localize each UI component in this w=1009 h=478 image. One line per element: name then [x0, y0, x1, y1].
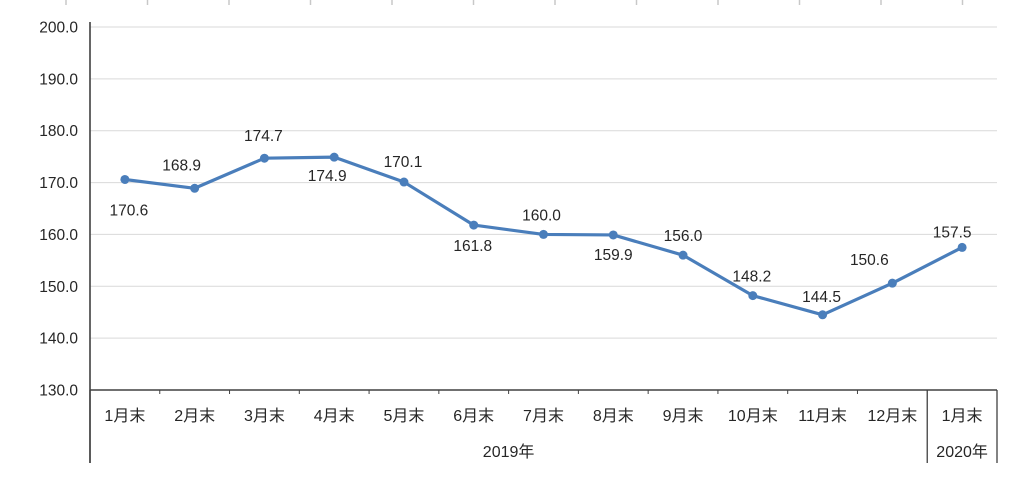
- x-category-label: 6月末: [453, 407, 494, 425]
- data-point-label: 170.1: [384, 154, 423, 171]
- y-tick-label: 160.0: [39, 227, 78, 244]
- x-category-label: 1月末: [942, 407, 983, 425]
- y-tick-label: 200.0: [39, 20, 78, 37]
- data-point-marker: [748, 291, 758, 301]
- data-point-label: 156.0: [664, 228, 703, 245]
- y-tick-label: 170.0: [39, 175, 78, 192]
- y-tick-label: 140.0: [39, 331, 78, 348]
- data-point-label: 157.5: [933, 224, 972, 241]
- data-point-label: 159.9: [594, 247, 633, 264]
- data-point-marker: [329, 152, 339, 162]
- x-group-label: 2019年: [483, 443, 535, 461]
- gridlines: [90, 26, 997, 339]
- data-point-label: 168.9: [162, 157, 201, 174]
- y-tick-label: 150.0: [39, 279, 78, 296]
- data-point-marker: [399, 177, 409, 187]
- data-point-label: 170.6: [109, 202, 148, 219]
- x-category-label: 3月末: [244, 407, 285, 425]
- data-point-marker: [678, 250, 688, 260]
- data-point-label: 144.5: [802, 289, 841, 306]
- data-point-label: 150.6: [850, 252, 889, 269]
- x-axis-labels: 1月末 2月末 3月末 4月末 5月末 6月末 7月末 8月末 9月末 10月末 11月末 12月末 1…: [104, 407, 982, 425]
- y-tick-label: 130.0: [39, 383, 78, 400]
- data-point-marker: [818, 310, 828, 320]
- x-category-label: 12月末: [867, 407, 917, 425]
- y-axis-labels: 200.0 190.0 180.0 170.0 160.0 150.0 140.0 130.0: [39, 20, 78, 400]
- x-category-label: 9月末: [663, 407, 704, 425]
- x-category-label: 2月末: [174, 407, 215, 425]
- x-axis-group-labels: 2019年 2020年: [483, 443, 988, 461]
- top-edge-ticks: [65, 0, 964, 5]
- data-point-marker: [539, 229, 548, 239]
- y-tick-label: 190.0: [39, 71, 78, 88]
- data-point-marker: [190, 183, 200, 193]
- data-point-label: 160.0: [522, 207, 561, 224]
- data-point-marker: [259, 153, 269, 163]
- x-category-label: 10月末: [728, 407, 778, 425]
- x-category-label: 8月末: [593, 407, 634, 425]
- x-category-label: 7月末: [523, 407, 564, 425]
- data-point-label: 174.9: [308, 168, 347, 185]
- x-group-label: 2020年: [936, 443, 988, 461]
- series: [120, 152, 967, 320]
- data-point-marker: [957, 242, 967, 252]
- y-tick-label: 180.0: [39, 123, 78, 140]
- data-point-marker: [608, 230, 618, 240]
- data-point-label: 161.8: [453, 238, 492, 255]
- data-point-label: 148.2: [732, 269, 771, 286]
- x-category-label: 11月末: [798, 407, 847, 425]
- x-category-label: 5月末: [384, 407, 425, 425]
- data-point-marker: [887, 278, 897, 288]
- x-category-label: 4月末: [314, 407, 355, 425]
- data-point-label: 174.7: [244, 128, 283, 145]
- data-point-marker: [120, 174, 130, 184]
- x-axis-ticks: [89, 390, 998, 463]
- x-category-label: 1月末: [104, 407, 145, 425]
- data-point-marker: [469, 220, 479, 230]
- data-labels: 170.6 168.9 174.7 174.9 170.1 161.8 160.0 159.9…: [109, 128, 971, 306]
- axes: [89, 22, 997, 463]
